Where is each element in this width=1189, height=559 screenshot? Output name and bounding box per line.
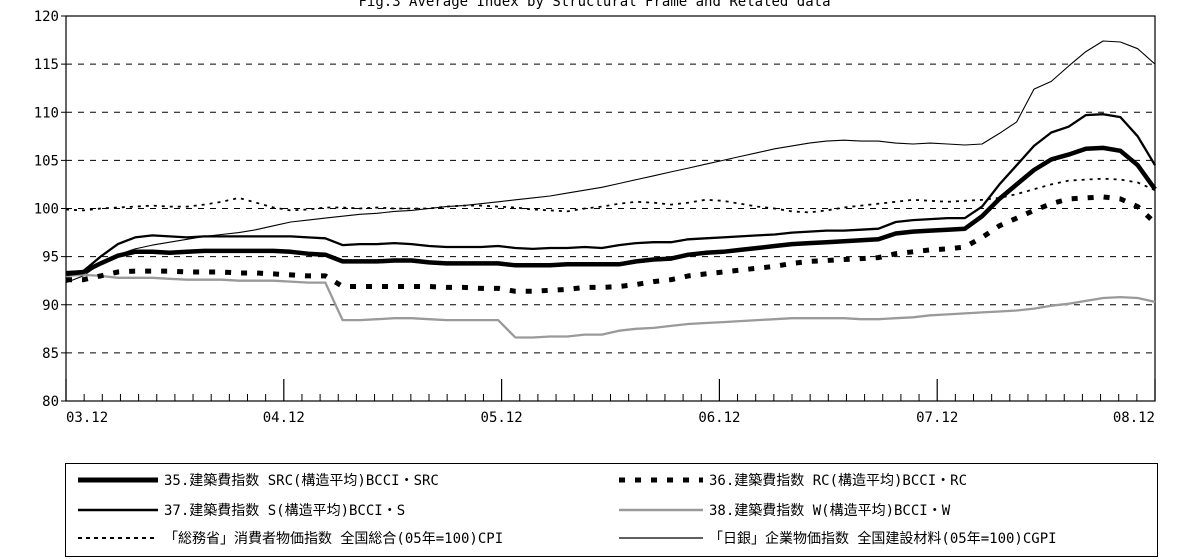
- x-tick-label: 04.12: [263, 410, 305, 426]
- series-w-line: [65, 273, 1156, 339]
- legend-swatch-s: [78, 508, 158, 512]
- legend-label-w: 38.建築費指数 W(構造平均)BCCI・W: [709, 503, 951, 519]
- y-tick-label: 115: [34, 57, 59, 73]
- legend-swatch-src: [78, 477, 158, 483]
- x-tick-label: 03.12: [66, 410, 108, 426]
- y-tick-labels: 80 85 90 95 100 105 110 115 120: [34, 9, 59, 410]
- gridlines: [66, 63, 1155, 354]
- series-src-line: [65, 145, 1157, 277]
- series-cpi-line: [65, 177, 1156, 214]
- legend-swatch-rc: [619, 477, 703, 483]
- y-tick-label: 90: [42, 298, 59, 314]
- legend-item-s: 37.建築費指数 S(構造平均)BCCI・S: [78, 498, 405, 522]
- legend-label-src: 35.建築費指数 SRC(構造平均)BCCI・SRC: [164, 473, 439, 489]
- series-cgpi-line: [65, 40, 1156, 284]
- y-tick-label: 100: [34, 202, 59, 218]
- legend-swatch-w: [619, 508, 703, 512]
- y-tick-label: 110: [34, 105, 59, 121]
- y-tick-label: 95: [42, 250, 59, 266]
- x-tick-label: 08.12: [1113, 410, 1155, 426]
- legend-swatch-cpi: [78, 537, 158, 539]
- legend-item-cpi: 「総務省」消費者物価指数 全国総合(05年=100)CPI: [78, 526, 503, 550]
- legend-label-rc: 36.建築費指数 RC(構造平均)BCCI・RC: [709, 473, 968, 489]
- legend-item-rc: 36.建築費指数 RC(構造平均)BCCI・RC: [619, 468, 967, 492]
- chart-title: Fig.3 Average Index by Structural Frame …: [358, 0, 831, 10]
- x-tick-label: 06.12: [698, 410, 740, 426]
- legend-label-cgpi: 「日銀」企業物価指数 全国建設材料(05年=100)CGPI: [709, 531, 1057, 547]
- y-tick-label: 120: [34, 9, 59, 25]
- legend-label-s: 37.建築費指数 S(構造平均)BCCI・S: [164, 503, 406, 519]
- series-s-line: [65, 113, 1156, 274]
- legend-label-cpi: 「総務省」消費者物価指数 全国総合(05年=100)CPI: [164, 531, 504, 547]
- x-tick-label: 07.12: [916, 410, 958, 426]
- chart-legend: 35.建築費指数 SRC(構造平均)BCCI・SRC 36.建築費指数 RC(構…: [65, 463, 1158, 557]
- legend-swatch-cgpi: [619, 537, 703, 539]
- legend-item-cgpi: 「日銀」企業物価指数 全国建設材料(05年=100)CGPI: [619, 526, 1057, 550]
- y-tick-label: 85: [42, 346, 59, 362]
- y-tick-label: 105: [34, 153, 59, 169]
- x-tick-label: 05.12: [481, 410, 523, 426]
- legend-item-w: 38.建築費指数 W(構造平均)BCCI・W: [619, 498, 950, 522]
- x-tick-labels: 03.12 04.12 05.12 06.12 07.12 08.12: [66, 410, 1155, 426]
- legend-item-src: 35.建築費指数 SRC(構造平均)BCCI・SRC: [78, 468, 439, 492]
- series-lines: [65, 40, 1157, 339]
- y-tick-label: 80: [42, 394, 59, 410]
- axes: [61, 15, 1156, 402]
- series-rc-line: [66, 194, 1157, 294]
